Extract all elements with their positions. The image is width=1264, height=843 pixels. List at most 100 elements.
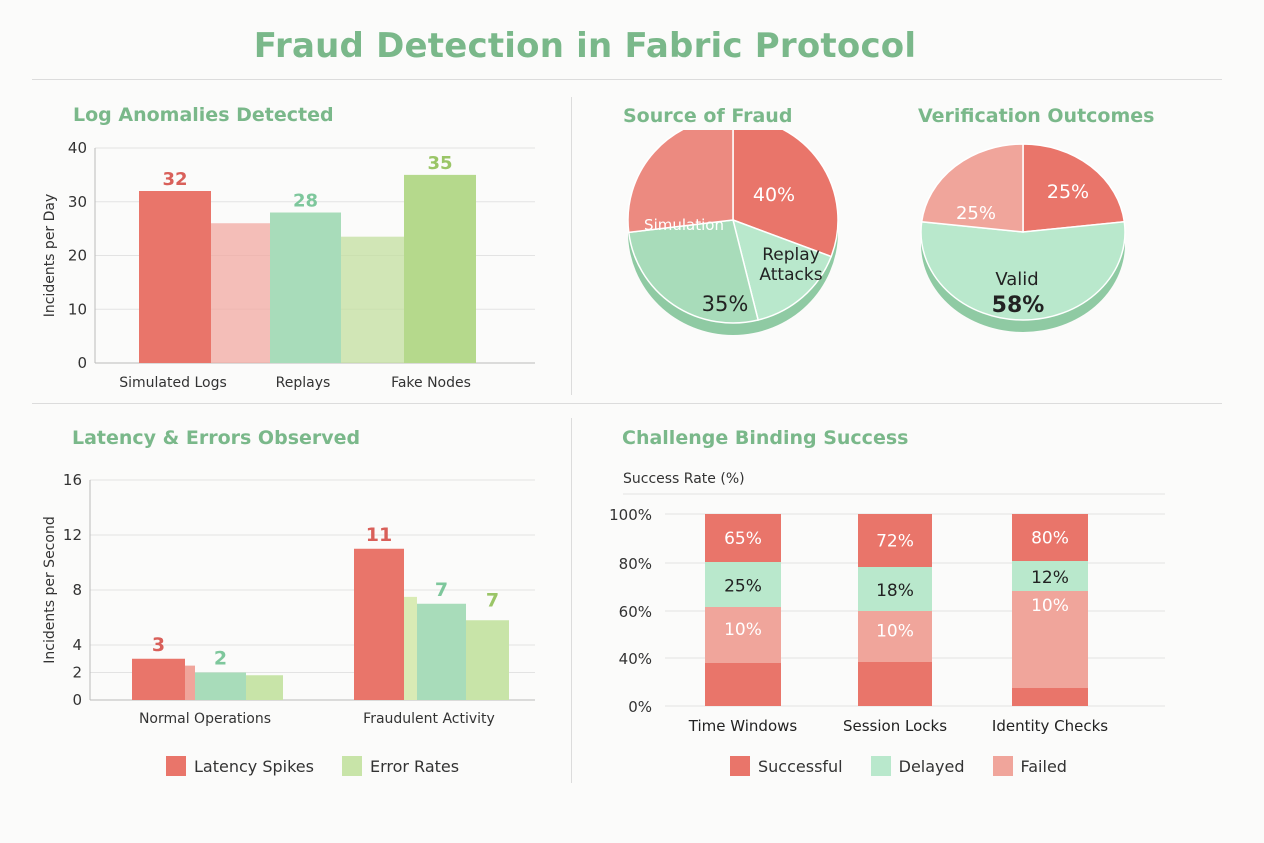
data-label: 80% xyxy=(1031,529,1069,549)
page-title: Fraud Detection in Fabric Protocol xyxy=(253,26,917,66)
column-divider-bottom xyxy=(571,418,572,783)
y-tick-label: 0 xyxy=(77,354,87,372)
x-tick-label: Identity Checks xyxy=(992,717,1108,735)
legend-label-delayed: Delayed xyxy=(898,756,965,776)
legend-item-error-rates: Error Rates xyxy=(341,756,460,776)
data-label: 3 xyxy=(152,634,165,656)
latency-legend: Latency Spikes Error Rates xyxy=(166,756,477,776)
data-label: 7 xyxy=(486,589,499,611)
y-tick-label: 100% xyxy=(609,506,652,524)
y-tick-label: 30 xyxy=(68,193,87,211)
y-tick-label: 16 xyxy=(63,471,82,489)
stack-segment-failed xyxy=(705,607,781,663)
data-label: 11 xyxy=(366,524,392,546)
legend-swatch-failed xyxy=(992,756,1013,776)
bar-series-1 xyxy=(417,603,466,700)
legend-label-error-rates: Error Rates xyxy=(369,756,460,776)
y-tick-label: 60% xyxy=(619,603,652,621)
y-tick-label: 8 xyxy=(72,581,82,599)
fraud-slice xyxy=(627,130,734,234)
stack-segment-delayed xyxy=(1012,561,1088,591)
background-bar xyxy=(211,223,270,363)
latency-errors-title: Latency & Errors Observed xyxy=(72,427,361,449)
stack-segment-delayed xyxy=(705,562,781,607)
legend-item-delayed: Delayed xyxy=(870,756,965,776)
fraud-slice-label: 35% xyxy=(702,292,749,316)
y-axis-label: Incidents per Second xyxy=(42,516,58,663)
stack-segment-successful xyxy=(1012,514,1088,561)
legend-label-failed: Failed xyxy=(1020,756,1067,776)
stack-segment-successful xyxy=(705,514,781,562)
y-tick-label: 10 xyxy=(68,300,87,318)
verification-slice-label: 25% xyxy=(956,203,996,224)
x-tick-label: Normal Operations xyxy=(139,711,271,727)
fraud-slice xyxy=(627,219,760,324)
fraud-slice-label: Replay xyxy=(762,245,820,265)
fraud-slice xyxy=(732,130,839,258)
y-tick-label: 12 xyxy=(63,526,82,544)
fraud-slice-label: Attacks xyxy=(759,265,822,285)
data-label: 10% xyxy=(724,620,762,640)
bar-error-rates xyxy=(246,675,283,700)
title-divider xyxy=(32,79,1222,80)
bar-replays xyxy=(270,212,341,363)
legend-swatch-delayed xyxy=(870,756,891,776)
log-anomalies-title: Log Anomalies Detected xyxy=(73,104,334,126)
data-label: 25% xyxy=(724,577,762,597)
verification-slice-label: 58% xyxy=(992,293,1045,318)
overlap-bar xyxy=(404,596,417,700)
data-label: 10% xyxy=(1031,596,1069,616)
legend-item-failed: Failed xyxy=(992,756,1067,776)
x-tick-label: Fake Nodes xyxy=(391,375,471,391)
data-label: 35 xyxy=(427,153,452,174)
legend-swatch-latency-spikes xyxy=(166,756,186,776)
x-tick-label: Replays xyxy=(276,375,331,391)
challenge-binding-title: Challenge Binding Success xyxy=(622,427,909,449)
row-divider xyxy=(32,403,1222,404)
challenge-legend: Successful Delayed Failed xyxy=(730,756,1085,776)
y-tick-label: 20 xyxy=(68,247,87,265)
column-divider-top xyxy=(571,97,572,395)
log-anomalies-chart: 0 10 20 30 40 Incidents per Day 32 Simulated Lo… xyxy=(42,139,535,391)
verification-slice xyxy=(920,143,1024,233)
bar-fake-nodes xyxy=(404,174,476,363)
data-label: 18% xyxy=(876,581,914,601)
y-axis-label: Incidents per Day xyxy=(42,194,58,318)
latency-errors-chart: 0 2 4 8 12 16 Incidents per Second 3 2 11 7 7 Normal… xyxy=(42,471,535,727)
data-label: 32 xyxy=(162,169,187,190)
stack-segment-failed xyxy=(858,611,932,662)
verification-slice-label: Valid xyxy=(995,269,1038,290)
challenge-binding-chart: Success Rate (%) 0% 40% 60% 80% 100% 65% 25% 10%… xyxy=(609,471,1165,735)
legend-label-successful: Successful xyxy=(758,756,843,776)
fraud-slice xyxy=(731,218,833,321)
y-tick-label: 0 xyxy=(72,691,82,709)
bar-series-1 xyxy=(195,672,246,700)
data-label: 10% xyxy=(876,622,914,642)
data-label: 28 xyxy=(293,191,318,212)
background-bar xyxy=(341,236,404,363)
fraud-slice-label: 40% xyxy=(753,184,795,206)
data-label: 7 xyxy=(435,579,448,601)
bar-latency-spikes xyxy=(354,548,404,700)
legend-swatch-successful xyxy=(730,756,750,776)
data-label: 65% xyxy=(724,529,762,549)
data-label: 2 xyxy=(214,648,227,670)
legend-swatch-error-rates xyxy=(341,756,362,776)
stack-segment-delayed xyxy=(858,567,932,611)
overlap-bar xyxy=(185,665,195,700)
verification-slice xyxy=(1022,143,1126,233)
stack-base xyxy=(705,663,781,706)
stack-segment-failed xyxy=(1012,591,1088,688)
stack-base xyxy=(1012,688,1088,706)
y-tick-label: 40% xyxy=(619,650,652,668)
x-tick-label: Session Locks xyxy=(843,717,947,735)
x-tick-label: Simulated Logs xyxy=(119,375,227,391)
verification-slice xyxy=(920,220,1126,321)
y-tick-label: 4 xyxy=(72,636,82,654)
x-tick-label: Fraudulent Activity xyxy=(363,711,495,727)
legend-item-successful: Successful xyxy=(730,756,843,776)
bar-simulated-logs xyxy=(139,191,211,363)
verification-outcomes-title: Verification Outcomes xyxy=(918,105,1155,127)
legend-label-latency-spikes: Latency Spikes xyxy=(194,756,314,776)
bar-error-rates xyxy=(466,620,509,700)
